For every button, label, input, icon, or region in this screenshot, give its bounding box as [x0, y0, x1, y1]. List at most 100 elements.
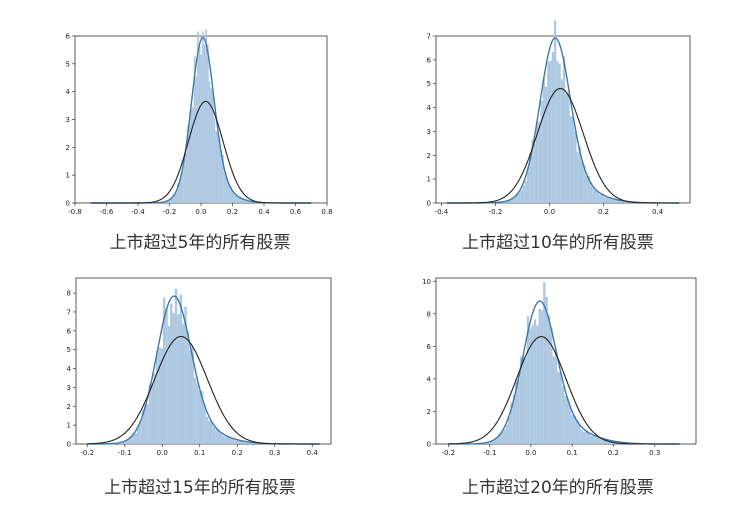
histogram-bar: [210, 421, 213, 444]
histogram-bar: [540, 100, 543, 203]
histogram-bar: [533, 143, 536, 203]
histogram-bar: [132, 433, 135, 444]
x-tick-label: 0.3: [649, 449, 660, 457]
x-tick-label: 0.0: [525, 449, 536, 457]
histogram-bar: [218, 137, 221, 203]
histogram-bar: [222, 435, 225, 444]
histogram-bar: [592, 434, 595, 444]
normal-fit-curve: [446, 87, 680, 204]
y-tick-label: 1: [427, 176, 431, 184]
y-tick-label: 6: [67, 327, 72, 335]
histogram-bar: [134, 433, 137, 444]
histogram-bar: [512, 394, 516, 444]
histogram-bar: [245, 199, 247, 203]
y-tick-label: 3: [67, 384, 71, 392]
histogram-bar: [547, 61, 550, 203]
histogram-bar: [549, 60, 552, 204]
histogram-bar: [517, 379, 520, 444]
histogram-bar: [621, 200, 624, 203]
histogram-bar: [552, 356, 555, 444]
histogram-bar: [545, 296, 548, 444]
histogram-bar: [503, 429, 506, 444]
histogram-bar: [587, 175, 591, 203]
histogram-bar: [195, 76, 198, 203]
histogram-bar: [185, 152, 188, 203]
histogram-bar: [581, 161, 584, 203]
histogram-bar: [193, 56, 196, 203]
histogram-bar: [178, 181, 181, 203]
histogram-bar: [184, 306, 187, 444]
histogram-bar: [192, 106, 194, 203]
histogram-bar: [241, 441, 244, 444]
histogram-bar: [601, 193, 604, 203]
histogram-bar: [484, 442, 488, 444]
histogram-bar: [617, 199, 620, 203]
x-tick-label: -0.8: [68, 208, 82, 216]
histogram-bar: [179, 294, 182, 444]
histogram-bar: [246, 200, 249, 203]
histogram-bar: [223, 171, 226, 203]
histogram-bar: [182, 165, 184, 203]
histogram-bar: [489, 441, 492, 444]
y-tick-label: 3: [66, 116, 70, 124]
chart-10-years: -0.4 -0.2 0.0 0.2 0.4 0 1 2 3 4 5 6 7: [427, 20, 691, 216]
histogram-bar: [506, 200, 509, 203]
x-tick-label: 0.2: [608, 449, 619, 457]
histogram-bar: [551, 51, 554, 203]
histogram-bar: [526, 167, 530, 203]
histogram-bar: [158, 347, 161, 444]
x-tick-label: -0.4: [435, 208, 449, 216]
histogram-bar: [144, 404, 147, 444]
y-tick-label: 4: [66, 88, 71, 96]
histogram-bar: [196, 383, 199, 444]
histogram-bar: [535, 121, 539, 203]
x-tick-label: 0.8: [321, 208, 332, 216]
y-tick-label: 0: [427, 200, 431, 208]
histogram-bar: [596, 192, 600, 203]
histogram-bar: [571, 415, 574, 444]
histogram-bar: [592, 186, 595, 203]
y-tick-label: 0: [66, 200, 70, 208]
histogram-bar: [213, 117, 216, 203]
histogram-bar: [224, 436, 228, 444]
histogram-bar: [502, 201, 505, 203]
histogram-bar: [210, 88, 213, 203]
histogram-bar: [212, 426, 216, 444]
histogram-bar: [540, 310, 544, 444]
histogram-bar: [231, 191, 234, 203]
histogram-bar: [230, 186, 232, 203]
histogram-bar: [205, 416, 209, 444]
x-tick-label: 0.2: [227, 208, 238, 216]
histogram-bar: [248, 200, 251, 203]
histogram-bar: [594, 190, 597, 203]
histogram-bar: [538, 308, 541, 444]
y-tick-label: 1: [67, 422, 71, 430]
histogram-bar: [205, 29, 208, 203]
histogram-bar: [517, 192, 521, 203]
histogram-bar: [589, 435, 593, 444]
histogram-bar: [222, 154, 224, 203]
histogram-bar: [603, 438, 607, 444]
histogram-bar: [235, 195, 237, 203]
histogram-bar: [568, 405, 572, 444]
x-tick-label: 0.2: [598, 208, 609, 216]
histogram-bar: [250, 201, 252, 203]
histogram-bar: [505, 424, 509, 444]
histogram-bar: [550, 327, 553, 444]
histogram-bar: [234, 438, 237, 444]
y-tick-label: 2: [67, 403, 71, 411]
x-tick-label: 0.0: [157, 449, 168, 457]
histogram-bar: [542, 78, 545, 203]
y-tick-label: 6: [66, 33, 71, 41]
histogram-bar: [566, 398, 569, 444]
chart-5-years: -0.8 -0.6 -0.4 -0.2 0.0 0.2 0.4 0.6 0.8 0 1 2 3 4 5 6: [66, 29, 333, 216]
histogram-bar: [191, 347, 194, 444]
y-tick-label: 7: [67, 308, 71, 316]
histogram-bar: [578, 146, 582, 203]
histogram-bar: [529, 153, 532, 203]
histogram-bar: [226, 181, 229, 203]
histogram-bar: [511, 197, 514, 203]
histogram-bar: [558, 63, 561, 203]
histogram-bar: [215, 130, 218, 203]
histogram-bar: [603, 196, 606, 203]
